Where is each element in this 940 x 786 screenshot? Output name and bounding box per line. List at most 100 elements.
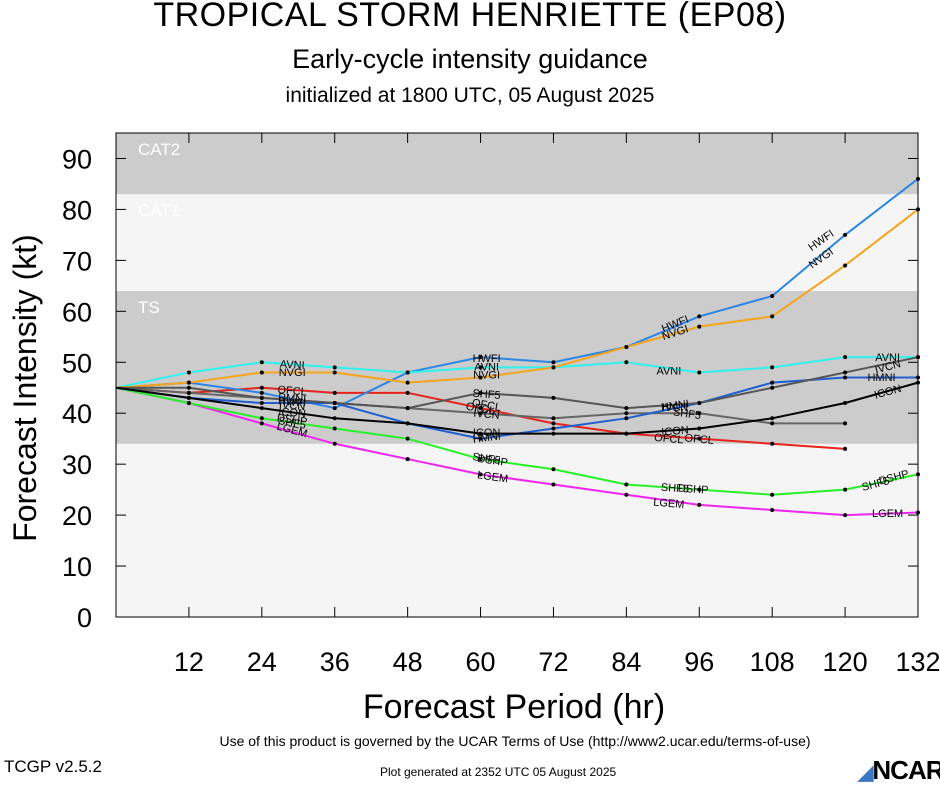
model-label-dshp: DSHP [477, 453, 509, 469]
model-label-shf5: SHF5 [660, 482, 689, 496]
data-point-dshp [259, 416, 264, 421]
series-line-ivcn [116, 356, 919, 410]
axes: 0 10 20 30 40 50 60 70 80 90 12 24 36 48 60 72 84 96 108 12… [62, 132, 940, 677]
x-axis-label: Forecast Period (hr) [363, 688, 665, 726]
data-point-hmni [770, 380, 775, 385]
y-tick-label: 10 [62, 552, 92, 582]
data-point-lgem [770, 508, 775, 513]
y-tick-label: 40 [62, 399, 92, 429]
data-point-ivcn [697, 401, 702, 406]
model-label-lgem: LGEM [476, 469, 509, 485]
band-cat1 [116, 194, 918, 291]
data-point-shf5 [697, 411, 702, 416]
data-point-shf5 [624, 411, 629, 416]
model-label-avni: AVNI [474, 361, 499, 373]
data-point-ofcl [770, 441, 775, 446]
data-point-dshp [551, 467, 556, 472]
model-label-hmni: HMNI [867, 372, 895, 384]
data-point-lgem [332, 441, 337, 446]
data-point-shf5 [186, 390, 191, 395]
x-tick-label: 108 [750, 647, 795, 677]
model-label-ofcl: OFCL [684, 432, 714, 447]
model-label-hmni: HMNI [660, 398, 690, 414]
band-label-ts: TS [138, 298, 160, 317]
x-tick-label: 24 [247, 647, 277, 677]
data-point-avni [478, 365, 483, 370]
model-label-shf5: SHF5 [277, 415, 307, 432]
data-point-hwfi [332, 406, 337, 411]
data-point-icon [332, 416, 337, 421]
data-point-dshp [697, 487, 702, 492]
data-point-hwfi [697, 314, 702, 319]
data-point-nvgi [770, 314, 775, 319]
x-tick-label: 120 [823, 647, 868, 677]
data-point-icon [770, 416, 775, 421]
ncar-logo-mark-icon: ◢ [858, 762, 873, 784]
data-point-ivcn [186, 385, 191, 390]
data-point-ofcl [405, 390, 410, 395]
y-tick-label: 80 [62, 195, 92, 225]
series-line-avni [115, 356, 918, 389]
data-point-ivcn [478, 390, 483, 395]
model-label-shf5: SHF5 [672, 406, 702, 422]
ncar-logo-text: NCAR [872, 755, 940, 785]
y-axis-label: Forecast Intensity (kt) [7, 234, 43, 542]
band-below-ts [116, 443, 918, 617]
data-point-dshp [478, 457, 483, 462]
init-time-label: initialized at 1800 UTC, 05 August 2025 [285, 84, 655, 107]
model-label-lgem: LGEM [872, 508, 903, 520]
model-label-nvgi: NVGI [279, 367, 306, 379]
data-point-nvgi [332, 370, 337, 375]
plot-frame [115, 132, 919, 618]
data-point-ivcn [259, 395, 264, 400]
x-tick-label: 36 [320, 647, 350, 677]
series-line-icon [115, 381, 919, 435]
data-point-lgem [551, 482, 556, 487]
data-point-avni [332, 365, 337, 370]
x-tick-label: 84 [611, 647, 641, 677]
data-point-hmni [624, 416, 629, 421]
data-point-hmni [843, 375, 848, 380]
data-point-icon [405, 421, 410, 426]
data-point-shf5 [478, 411, 483, 416]
model-label-nvgi: NVGI [473, 369, 500, 381]
data-point-ivcn [551, 395, 556, 400]
data-point-lgem [405, 457, 410, 462]
chart-title: TROPICAL STORM HENRIETTE (EP08) [153, 0, 787, 34]
model-label-icon: ICON [473, 427, 501, 439]
data-point-nvgi [551, 365, 556, 370]
data-point-icon [843, 401, 848, 406]
data-point-nvgi [405, 380, 410, 385]
data-point-ofcl [259, 385, 264, 390]
data-point-dshp [770, 492, 775, 497]
x-tick-label: 96 [684, 647, 714, 677]
model-label-avni: AVNI [656, 365, 681, 377]
data-point-ivcn [624, 406, 629, 411]
series-line-dshp [115, 386, 919, 496]
y-tick-label: 90 [62, 144, 92, 174]
data-point-lgem [697, 502, 702, 507]
y-tick-label: 30 [62, 450, 92, 480]
data-point-hwfi [843, 232, 848, 237]
data-point-avni [186, 370, 191, 375]
y-tick-label: 70 [62, 246, 92, 276]
x-tick-label: 12 [174, 647, 204, 677]
band-label-cat2: CAT2 [138, 140, 180, 159]
data-point-lgem [624, 492, 629, 497]
data-point-nvgi [186, 380, 191, 385]
model-label-ofcl: OFCL [654, 432, 684, 447]
model-label-shf5: SHF5 [472, 388, 501, 402]
data-point-nvgi [259, 370, 264, 375]
model-label-hwfi: HWFI [473, 353, 501, 365]
model-label-rmni: RMNI [278, 392, 307, 406]
y-tick-label: 0 [77, 603, 92, 633]
data-point-ofcl [843, 446, 848, 451]
model-label-icon: ICON [278, 406, 306, 420]
x-tick-label: 72 [538, 647, 568, 677]
data-point-avni [697, 370, 702, 375]
intensity-bands: TS CAT1 CAT2 [116, 133, 918, 617]
data-point-avni [259, 360, 264, 365]
data-point-ofcl [697, 436, 702, 441]
version-label: TCGP v2.5.2 [4, 757, 102, 776]
